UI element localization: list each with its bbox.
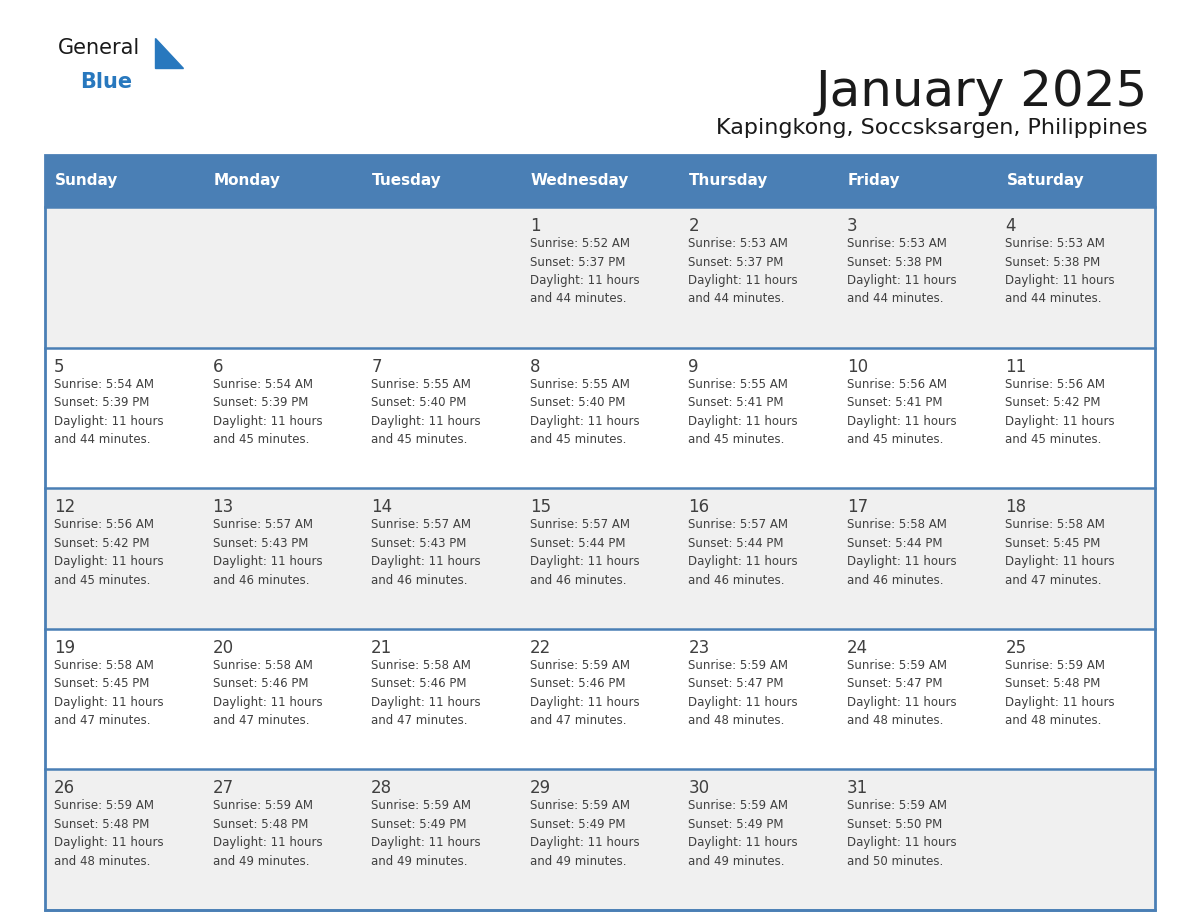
Bar: [45, 348, 1155, 488]
Text: 8: 8: [530, 358, 541, 375]
Text: Sunrise: 5:59 AM
Sunset: 5:50 PM
Daylight: 11 hours
and 50 minutes.: Sunrise: 5:59 AM Sunset: 5:50 PM Dayligh…: [847, 800, 956, 868]
Text: Sunrise: 5:54 AM
Sunset: 5:39 PM
Daylight: 11 hours
and 44 minutes.: Sunrise: 5:54 AM Sunset: 5:39 PM Dayligh…: [53, 377, 164, 446]
Text: 31: 31: [847, 779, 868, 798]
Bar: [45, 629, 1155, 769]
Text: 28: 28: [371, 779, 392, 798]
Text: Wednesday: Wednesday: [531, 174, 630, 188]
Text: 19: 19: [53, 639, 75, 656]
Bar: [45, 488, 1155, 629]
Text: Sunday: Sunday: [55, 174, 119, 188]
Text: General: General: [58, 38, 140, 58]
Text: 21: 21: [371, 639, 392, 656]
Text: Sunrise: 5:56 AM
Sunset: 5:41 PM
Daylight: 11 hours
and 45 minutes.: Sunrise: 5:56 AM Sunset: 5:41 PM Dayligh…: [847, 377, 956, 446]
Text: 11: 11: [1005, 358, 1026, 375]
Text: Sunrise: 5:59 AM
Sunset: 5:49 PM
Daylight: 11 hours
and 49 minutes.: Sunrise: 5:59 AM Sunset: 5:49 PM Dayligh…: [530, 800, 639, 868]
Text: Sunrise: 5:59 AM
Sunset: 5:48 PM
Daylight: 11 hours
and 48 minutes.: Sunrise: 5:59 AM Sunset: 5:48 PM Dayligh…: [1005, 659, 1116, 727]
Text: 10: 10: [847, 358, 868, 375]
Bar: [45, 155, 1155, 207]
Text: 30: 30: [688, 779, 709, 798]
Text: Sunrise: 5:52 AM
Sunset: 5:37 PM
Daylight: 11 hours
and 44 minutes.: Sunrise: 5:52 AM Sunset: 5:37 PM Dayligh…: [530, 237, 639, 306]
Text: 9: 9: [688, 358, 699, 375]
Text: Sunrise: 5:58 AM
Sunset: 5:46 PM
Daylight: 11 hours
and 47 minutes.: Sunrise: 5:58 AM Sunset: 5:46 PM Dayligh…: [371, 659, 481, 727]
Bar: [45, 155, 1155, 910]
Text: Sunrise: 5:56 AM
Sunset: 5:42 PM
Daylight: 11 hours
and 45 minutes.: Sunrise: 5:56 AM Sunset: 5:42 PM Dayligh…: [53, 518, 164, 587]
Text: 1: 1: [530, 217, 541, 235]
Text: 26: 26: [53, 779, 75, 798]
Text: 23: 23: [688, 639, 709, 656]
Text: Sunrise: 5:57 AM
Sunset: 5:43 PM
Daylight: 11 hours
and 46 minutes.: Sunrise: 5:57 AM Sunset: 5:43 PM Dayligh…: [213, 518, 322, 587]
Text: Sunrise: 5:59 AM
Sunset: 5:47 PM
Daylight: 11 hours
and 48 minutes.: Sunrise: 5:59 AM Sunset: 5:47 PM Dayligh…: [847, 659, 956, 727]
Text: Sunrise: 5:59 AM
Sunset: 5:46 PM
Daylight: 11 hours
and 47 minutes.: Sunrise: 5:59 AM Sunset: 5:46 PM Dayligh…: [530, 659, 639, 727]
Text: Sunrise: 5:54 AM
Sunset: 5:39 PM
Daylight: 11 hours
and 45 minutes.: Sunrise: 5:54 AM Sunset: 5:39 PM Dayligh…: [213, 377, 322, 446]
Text: Sunrise: 5:59 AM
Sunset: 5:49 PM
Daylight: 11 hours
and 49 minutes.: Sunrise: 5:59 AM Sunset: 5:49 PM Dayligh…: [371, 800, 481, 868]
Text: 12: 12: [53, 498, 75, 516]
Text: Sunrise: 5:57 AM
Sunset: 5:44 PM
Daylight: 11 hours
and 46 minutes.: Sunrise: 5:57 AM Sunset: 5:44 PM Dayligh…: [530, 518, 639, 587]
Text: Kapingkong, Soccsksargen, Philippines: Kapingkong, Soccsksargen, Philippines: [716, 118, 1148, 138]
Text: 18: 18: [1005, 498, 1026, 516]
Text: 2: 2: [688, 217, 699, 235]
Text: Sunrise: 5:57 AM
Sunset: 5:43 PM
Daylight: 11 hours
and 46 minutes.: Sunrise: 5:57 AM Sunset: 5:43 PM Dayligh…: [371, 518, 481, 587]
Text: Monday: Monday: [214, 174, 280, 188]
Text: Thursday: Thursday: [689, 174, 769, 188]
Text: 7: 7: [371, 358, 381, 375]
Text: Sunrise: 5:59 AM
Sunset: 5:47 PM
Daylight: 11 hours
and 48 minutes.: Sunrise: 5:59 AM Sunset: 5:47 PM Dayligh…: [688, 659, 798, 727]
Text: 13: 13: [213, 498, 234, 516]
Polygon shape: [154, 38, 183, 68]
Text: 4: 4: [1005, 217, 1016, 235]
Text: January 2025: January 2025: [816, 68, 1148, 116]
Text: 27: 27: [213, 779, 234, 798]
Text: Sunrise: 5:56 AM
Sunset: 5:42 PM
Daylight: 11 hours
and 45 minutes.: Sunrise: 5:56 AM Sunset: 5:42 PM Dayligh…: [1005, 377, 1116, 446]
Text: 17: 17: [847, 498, 868, 516]
Text: Sunrise: 5:53 AM
Sunset: 5:38 PM
Daylight: 11 hours
and 44 minutes.: Sunrise: 5:53 AM Sunset: 5:38 PM Dayligh…: [1005, 237, 1116, 306]
Text: 20: 20: [213, 639, 234, 656]
Text: Blue: Blue: [80, 72, 132, 92]
Text: Sunrise: 5:55 AM
Sunset: 5:40 PM
Daylight: 11 hours
and 45 minutes.: Sunrise: 5:55 AM Sunset: 5:40 PM Dayligh…: [371, 377, 481, 446]
Text: Sunrise: 5:58 AM
Sunset: 5:44 PM
Daylight: 11 hours
and 46 minutes.: Sunrise: 5:58 AM Sunset: 5:44 PM Dayligh…: [847, 518, 956, 587]
Text: 5: 5: [53, 358, 64, 375]
Text: 22: 22: [530, 639, 551, 656]
Text: Sunrise: 5:59 AM
Sunset: 5:49 PM
Daylight: 11 hours
and 49 minutes.: Sunrise: 5:59 AM Sunset: 5:49 PM Dayligh…: [688, 800, 798, 868]
Text: Sunrise: 5:58 AM
Sunset: 5:45 PM
Daylight: 11 hours
and 47 minutes.: Sunrise: 5:58 AM Sunset: 5:45 PM Dayligh…: [1005, 518, 1116, 587]
Text: Sunrise: 5:58 AM
Sunset: 5:46 PM
Daylight: 11 hours
and 47 minutes.: Sunrise: 5:58 AM Sunset: 5:46 PM Dayligh…: [213, 659, 322, 727]
Text: Sunrise: 5:55 AM
Sunset: 5:40 PM
Daylight: 11 hours
and 45 minutes.: Sunrise: 5:55 AM Sunset: 5:40 PM Dayligh…: [530, 377, 639, 446]
Text: Saturday: Saturday: [1006, 174, 1085, 188]
Text: Sunrise: 5:59 AM
Sunset: 5:48 PM
Daylight: 11 hours
and 49 minutes.: Sunrise: 5:59 AM Sunset: 5:48 PM Dayligh…: [213, 800, 322, 868]
Text: Sunrise: 5:57 AM
Sunset: 5:44 PM
Daylight: 11 hours
and 46 minutes.: Sunrise: 5:57 AM Sunset: 5:44 PM Dayligh…: [688, 518, 798, 587]
Text: 16: 16: [688, 498, 709, 516]
Text: 15: 15: [530, 498, 551, 516]
Text: Sunrise: 5:53 AM
Sunset: 5:37 PM
Daylight: 11 hours
and 44 minutes.: Sunrise: 5:53 AM Sunset: 5:37 PM Dayligh…: [688, 237, 798, 306]
Text: Sunrise: 5:55 AM
Sunset: 5:41 PM
Daylight: 11 hours
and 45 minutes.: Sunrise: 5:55 AM Sunset: 5:41 PM Dayligh…: [688, 377, 798, 446]
Text: Sunrise: 5:53 AM
Sunset: 5:38 PM
Daylight: 11 hours
and 44 minutes.: Sunrise: 5:53 AM Sunset: 5:38 PM Dayligh…: [847, 237, 956, 306]
Text: 3: 3: [847, 217, 858, 235]
Text: 29: 29: [530, 779, 551, 798]
Text: 24: 24: [847, 639, 868, 656]
Text: 25: 25: [1005, 639, 1026, 656]
Text: Friday: Friday: [848, 174, 901, 188]
Bar: [45, 207, 1155, 348]
Text: Sunrise: 5:59 AM
Sunset: 5:48 PM
Daylight: 11 hours
and 48 minutes.: Sunrise: 5:59 AM Sunset: 5:48 PM Dayligh…: [53, 800, 164, 868]
Text: 14: 14: [371, 498, 392, 516]
Text: 6: 6: [213, 358, 223, 375]
Text: Sunrise: 5:58 AM
Sunset: 5:45 PM
Daylight: 11 hours
and 47 minutes.: Sunrise: 5:58 AM Sunset: 5:45 PM Dayligh…: [53, 659, 164, 727]
Text: Tuesday: Tuesday: [372, 174, 442, 188]
Bar: [45, 769, 1155, 910]
